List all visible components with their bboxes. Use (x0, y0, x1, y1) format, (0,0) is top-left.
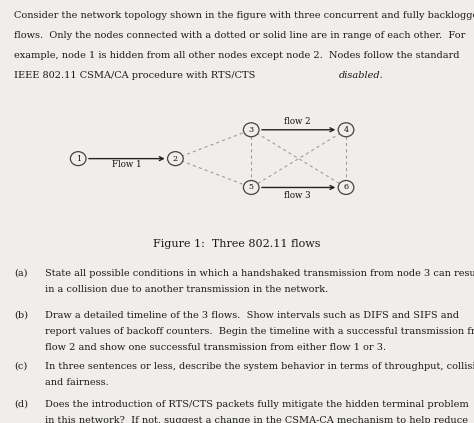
Text: In three sentences or less, describe the system behavior in terms of throughput,: In three sentences or less, describe the… (45, 362, 474, 371)
Text: Does the introduction of RTS/CTS packets fully mitigate the hidden terminal prob: Does the introduction of RTS/CTS packets… (45, 400, 469, 409)
Text: State all possible conditions in which a handshaked transmission from node 3 can: State all possible conditions in which a… (45, 269, 474, 277)
Text: flow 2 and show one successful transmission from either flow 1 or 3.: flow 2 and show one successful transmiss… (45, 343, 386, 352)
Text: in a collision due to another transmission in the network.: in a collision due to another transmissi… (45, 285, 328, 294)
Text: and fairness.: and fairness. (45, 378, 109, 387)
Text: 2: 2 (173, 155, 178, 162)
Circle shape (244, 181, 259, 195)
Text: (b): (b) (14, 311, 28, 320)
Text: Consider the network topology shown in the figure with three concurrent and full: Consider the network topology shown in t… (14, 11, 474, 19)
Circle shape (168, 152, 183, 165)
Text: 1: 1 (76, 155, 81, 162)
Text: flow 3: flow 3 (284, 192, 311, 201)
Text: IEEE 802.11 CSMA/CA procedure with RTS/CTS: IEEE 802.11 CSMA/CA procedure with RTS/C… (14, 71, 259, 80)
Text: (c): (c) (14, 362, 27, 371)
Text: disabled.: disabled. (339, 71, 383, 80)
Circle shape (244, 123, 259, 137)
Text: flow 2: flow 2 (284, 117, 311, 126)
Text: report values of backoff counters.  Begin the timeline with a successful transmi: report values of backoff counters. Begin… (45, 327, 474, 336)
Text: Draw a detailed timeline of the 3 flows.  Show intervals such as DIFS and SIFS a: Draw a detailed timeline of the 3 flows.… (45, 311, 459, 320)
Text: 6: 6 (344, 184, 348, 192)
Text: Flow 1: Flow 1 (112, 160, 142, 169)
Circle shape (71, 152, 86, 165)
Text: Figure 1:  Three 802.11 flows: Figure 1: Three 802.11 flows (153, 239, 321, 249)
Text: in this network?  If not, suggest a change in the CSMA-CA mechanism to help redu: in this network? If not, suggest a chang… (45, 416, 468, 423)
Text: flows.  Only the nodes connected with a dotted or solid line are in range of eac: flows. Only the nodes connected with a d… (14, 31, 465, 40)
Text: 4: 4 (344, 126, 348, 134)
Text: (a): (a) (14, 269, 27, 277)
Text: 5: 5 (249, 184, 254, 192)
Circle shape (338, 181, 354, 195)
Text: example, node 1 is hidden from all other nodes except node 2.  Nodes follow the : example, node 1 is hidden from all other… (14, 51, 460, 60)
Circle shape (338, 123, 354, 137)
Text: 3: 3 (249, 126, 254, 134)
Text: (d): (d) (14, 400, 28, 409)
